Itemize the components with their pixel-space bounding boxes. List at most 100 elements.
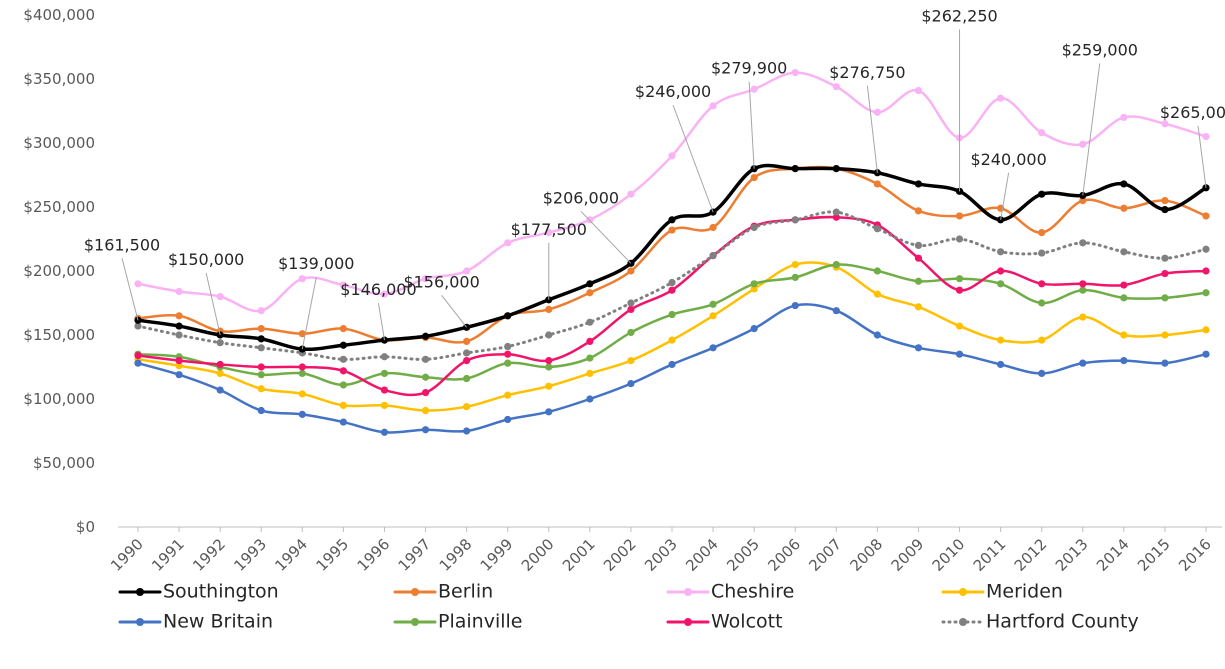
marker bbox=[175, 362, 183, 370]
marker bbox=[380, 353, 389, 361]
marker bbox=[216, 369, 224, 377]
marker bbox=[586, 280, 594, 288]
marker bbox=[586, 354, 594, 362]
x-tick-label: 2004 bbox=[682, 535, 722, 575]
x-tick-label: 1995 bbox=[312, 535, 352, 575]
marker bbox=[1038, 369, 1046, 377]
marker bbox=[298, 363, 306, 371]
marker bbox=[1038, 336, 1046, 344]
x-tick-label: 2000 bbox=[518, 535, 558, 575]
marker bbox=[175, 312, 183, 320]
legend-marker bbox=[136, 618, 144, 626]
marker bbox=[586, 318, 594, 326]
marker bbox=[627, 305, 635, 313]
marker bbox=[339, 381, 347, 389]
marker bbox=[134, 322, 142, 330]
marker bbox=[668, 226, 676, 234]
marker bbox=[175, 322, 183, 330]
marker bbox=[504, 391, 512, 399]
series bbox=[134, 213, 1210, 397]
marker bbox=[216, 360, 224, 369]
data-label: $259,000 bbox=[1062, 40, 1138, 59]
data-label: $177,500 bbox=[511, 220, 587, 239]
marker bbox=[997, 267, 1005, 275]
marker bbox=[1038, 299, 1046, 307]
marker bbox=[216, 339, 224, 347]
marker bbox=[1161, 254, 1169, 262]
marker bbox=[1038, 249, 1046, 257]
x-tick-label: 2001 bbox=[559, 535, 599, 575]
series bbox=[134, 69, 1210, 315]
marker bbox=[955, 286, 964, 294]
marker bbox=[586, 337, 594, 345]
marker bbox=[832, 165, 840, 173]
x-tick-label: 2006 bbox=[764, 535, 804, 575]
marker bbox=[1079, 197, 1087, 205]
marker bbox=[339, 325, 347, 333]
marker bbox=[586, 289, 594, 297]
x-tick-label: 1994 bbox=[271, 535, 311, 575]
marker bbox=[421, 332, 430, 340]
marker bbox=[1038, 190, 1046, 198]
marker bbox=[873, 108, 881, 116]
data-label: $146,000 bbox=[340, 280, 416, 299]
line bbox=[136, 215, 1208, 397]
marker bbox=[1120, 113, 1128, 121]
data-label: $150,000 bbox=[168, 250, 244, 269]
marker bbox=[380, 290, 389, 298]
marker bbox=[1120, 331, 1128, 339]
marker bbox=[1202, 289, 1210, 297]
y-tick-label: $200,000 bbox=[23, 262, 95, 280]
marker bbox=[175, 287, 183, 296]
marker bbox=[1079, 280, 1087, 288]
marker bbox=[545, 229, 553, 237]
marker bbox=[134, 351, 142, 360]
leader-line bbox=[748, 81, 755, 169]
marker bbox=[421, 389, 430, 397]
marker bbox=[914, 207, 923, 215]
marker bbox=[216, 293, 224, 301]
marker bbox=[1079, 313, 1087, 321]
marker bbox=[627, 267, 635, 275]
line bbox=[136, 303, 1208, 434]
marker bbox=[257, 371, 265, 379]
leader-line bbox=[121, 258, 139, 321]
y-tick-label: $400,000 bbox=[23, 6, 95, 24]
marker bbox=[257, 325, 265, 333]
y-tick-label: $50,000 bbox=[33, 454, 95, 472]
legend-label: Hartford County bbox=[986, 611, 1139, 633]
marker bbox=[750, 223, 758, 232]
marker bbox=[504, 342, 512, 351]
marker bbox=[1161, 331, 1169, 339]
marker bbox=[668, 336, 676, 344]
marker bbox=[1161, 205, 1169, 214]
marker bbox=[709, 252, 717, 260]
legend-marker bbox=[959, 618, 967, 626]
leader-line bbox=[377, 303, 385, 341]
x-tick-label: 2005 bbox=[723, 535, 763, 575]
legend-label: New Britain bbox=[163, 611, 273, 633]
marker bbox=[421, 373, 430, 381]
x-tick-label: 2016 bbox=[1175, 535, 1215, 575]
marker bbox=[627, 357, 635, 365]
marker bbox=[791, 165, 799, 173]
legend-label: Cheshire bbox=[711, 581, 794, 603]
legend-label: Meriden bbox=[986, 581, 1063, 603]
x-tick-label: 1992 bbox=[189, 535, 229, 575]
marker bbox=[914, 180, 923, 188]
marker bbox=[421, 426, 430, 434]
marker bbox=[298, 390, 306, 398]
marker bbox=[257, 363, 265, 371]
marker bbox=[421, 406, 430, 415]
marker bbox=[1038, 280, 1046, 288]
x-tick-label: 1996 bbox=[354, 535, 394, 575]
legend-marker bbox=[959, 588, 967, 596]
marker bbox=[997, 280, 1005, 288]
marker bbox=[257, 307, 265, 315]
marker bbox=[504, 239, 512, 247]
y-tick-label: $300,000 bbox=[23, 134, 95, 152]
data-label: $262,250 bbox=[921, 6, 997, 25]
marker bbox=[1120, 281, 1128, 289]
x-tick-label: 2011 bbox=[970, 535, 1010, 575]
x-tick-label: 2008 bbox=[846, 535, 886, 575]
